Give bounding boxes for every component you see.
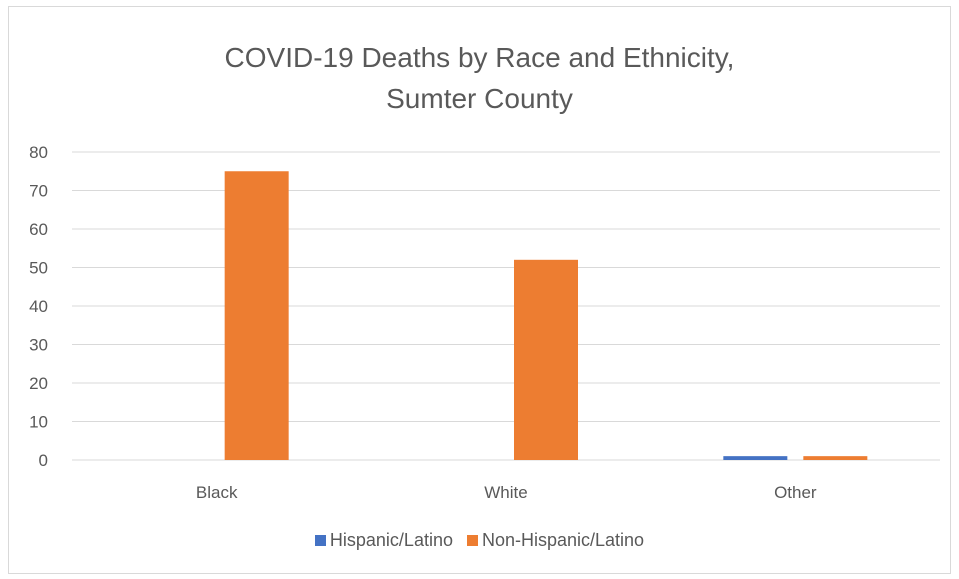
legend-swatch-non-hispanic: [466, 535, 478, 546]
legend-item-hispanic: Hispanic/Latino: [314, 530, 453, 551]
y-tick-label: 0: [39, 451, 48, 470]
bar-white-series-1: [514, 259, 578, 460]
legend-item-non-hispanic: Non-Hispanic/Latino: [466, 530, 645, 551]
y-tick-label: 10: [29, 413, 48, 432]
y-tick-label: 60: [29, 220, 48, 239]
chart-title: COVID-19 Deaths by Race and Ethnicity, S…: [9, 37, 950, 119]
bar-other-series-0: [723, 456, 788, 460]
chart-frame: COVID-19 Deaths by Race and Ethnicity, S…: [8, 6, 951, 574]
x-tick-label: White: [484, 483, 527, 502]
y-tick-label: 50: [29, 259, 48, 278]
y-tick-label: 40: [29, 297, 48, 316]
y-tick-label: 30: [29, 336, 48, 355]
legend-label-non-hispanic: Non-Hispanic/Latino: [481, 530, 645, 550]
legend: Hispanic/Latino Non-Hispanic/Latino: [0, 530, 959, 551]
legend-label-hispanic: Hispanic/Latino: [329, 530, 453, 550]
chart-title-line-1: COVID-19 Deaths by Race and Ethnicity,: [224, 42, 735, 73]
chart-title-line-2: Sumter County: [386, 83, 573, 114]
x-tick-label: Other: [774, 483, 817, 502]
y-tick-label: 20: [29, 374, 48, 393]
x-tick-label: Black: [196, 483, 238, 502]
legend-swatch-hispanic: [314, 535, 326, 546]
y-tick-label: 70: [29, 182, 48, 201]
bar-other-series-1: [803, 456, 868, 460]
bar-black-series-1: [224, 171, 289, 460]
y-tick-label: 80: [29, 143, 48, 162]
